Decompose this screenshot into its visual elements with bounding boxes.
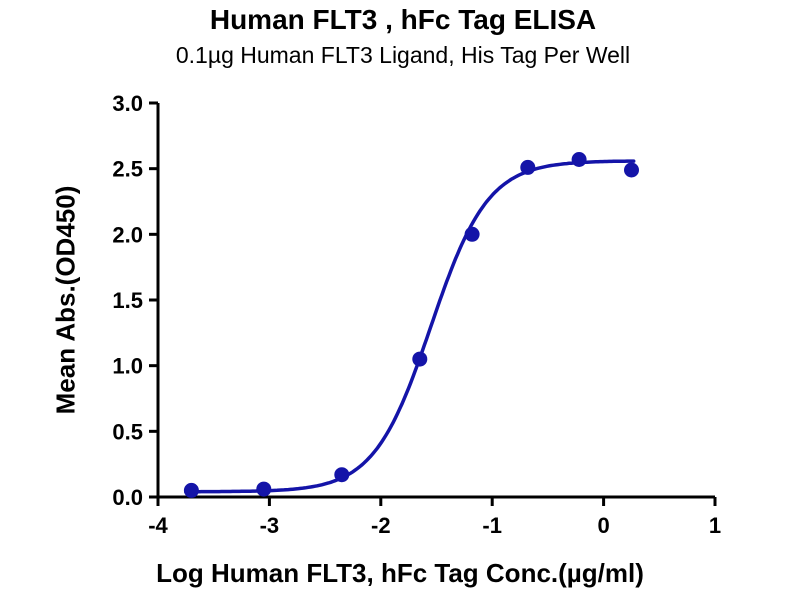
y-tick-label: 2.0 [112, 222, 143, 247]
x-tick-label: -2 [371, 513, 391, 538]
x-tick-label: -4 [148, 513, 168, 538]
data-point [571, 152, 587, 167]
y-tick-label: 0.0 [112, 485, 143, 510]
x-axis-label: Log Human FLT3, hFc Tag Conc.(µg/ml) [156, 558, 644, 588]
x-tick-label: -3 [260, 513, 280, 538]
y-tick-label: 0.5 [112, 419, 143, 444]
data-point [334, 467, 350, 483]
x-tick-label: -1 [482, 513, 502, 538]
chart-subtitle: 0.1µg Human FLT3 Ligand, His Tag Per Wel… [175, 42, 631, 68]
fit-curve [184, 159, 636, 494]
y-tick-label: 2.5 [112, 157, 143, 182]
x-tick-label: 0 [597, 513, 609, 538]
y-tick-label: 1.0 [112, 354, 143, 379]
data-point [464, 226, 480, 242]
chart-title: Human FLT3 , hFc Tag ELISA [209, 4, 597, 35]
y-tick-label: 1.5 [112, 288, 143, 313]
data-point [624, 162, 639, 178]
data-point [412, 351, 428, 367]
data-point [256, 481, 272, 497]
y-tick-label: 3.0 [112, 91, 143, 116]
x-tick-label: 1 [709, 513, 721, 538]
data-point [183, 482, 199, 498]
data-point [520, 159, 536, 175]
